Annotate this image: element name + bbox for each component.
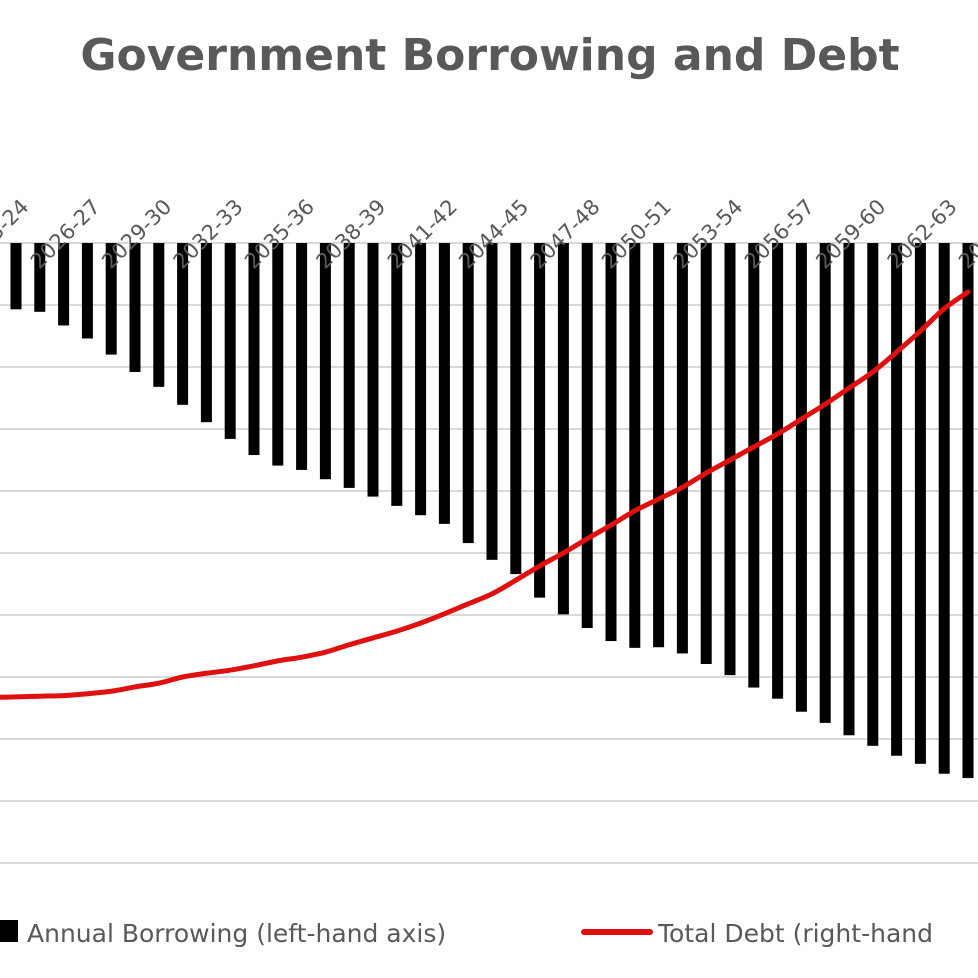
bar-2058-59 [843, 243, 855, 736]
bar-2047-48 [581, 243, 593, 629]
total-debt-line [0, 289, 971, 700]
bar-2046-47 [557, 243, 569, 615]
bar-2045-46 [534, 243, 546, 598]
bar-2040-41 [415, 243, 427, 516]
bar-2023-24 [10, 243, 22, 310]
bar-2048-49 [605, 243, 617, 642]
bar-2057-58 [819, 243, 831, 723]
legend-swatch-bar [0, 920, 18, 942]
bar-2052-53 [700, 243, 712, 664]
bar-2037-38 [343, 243, 355, 488]
bar-2041-42 [438, 243, 450, 524]
legend-label-bar: Annual Borrowing (left-hand axis) [27, 919, 446, 948]
bar-2056-57 [795, 243, 807, 712]
bar-2039-40 [391, 243, 403, 506]
bar-2035-36 [296, 243, 308, 470]
bar-2028-29 [129, 243, 141, 372]
bar-2050-51 [653, 243, 665, 648]
bar-2034-35 [272, 243, 284, 466]
bar-2025-26 [58, 243, 70, 326]
bar-2062-63 [938, 243, 950, 774]
chart-title: Government Borrowing and Debt [80, 30, 899, 81]
bar-2033-34 [248, 243, 260, 456]
bar-2055-56 [772, 243, 784, 699]
bar-2032-33 [224, 243, 236, 439]
x-tick-label: 2065-66 [954, 195, 978, 274]
bar-2030-31 [177, 243, 189, 405]
bar-2042-43 [462, 243, 474, 544]
line-series [0, 289, 971, 700]
legend-label-line: Total Debt (right-hand [657, 919, 933, 948]
bar-2044-45 [510, 243, 522, 575]
bar-2029-30 [153, 243, 165, 387]
bar-2036-37 [319, 243, 331, 480]
bar-2060-61 [891, 243, 903, 756]
bar-2027-28 [105, 243, 117, 355]
legend: Annual Borrowing (left-hand axis) Total … [0, 919, 933, 948]
bar-2024-25 [34, 243, 46, 312]
bar-2031-32 [200, 243, 212, 423]
bar-2049-50 [629, 243, 641, 648]
bar-2054-55 [748, 243, 760, 688]
bar-2063-64 [962, 243, 974, 779]
bar-2061-62 [914, 243, 926, 764]
bar-2026-27 [81, 243, 93, 339]
bar-2043-44 [486, 243, 498, 560]
bar-series [10, 243, 974, 779]
bar-2059-60 [867, 243, 879, 746]
bar-2051-52 [676, 243, 688, 654]
bar-2038-39 [367, 243, 379, 497]
